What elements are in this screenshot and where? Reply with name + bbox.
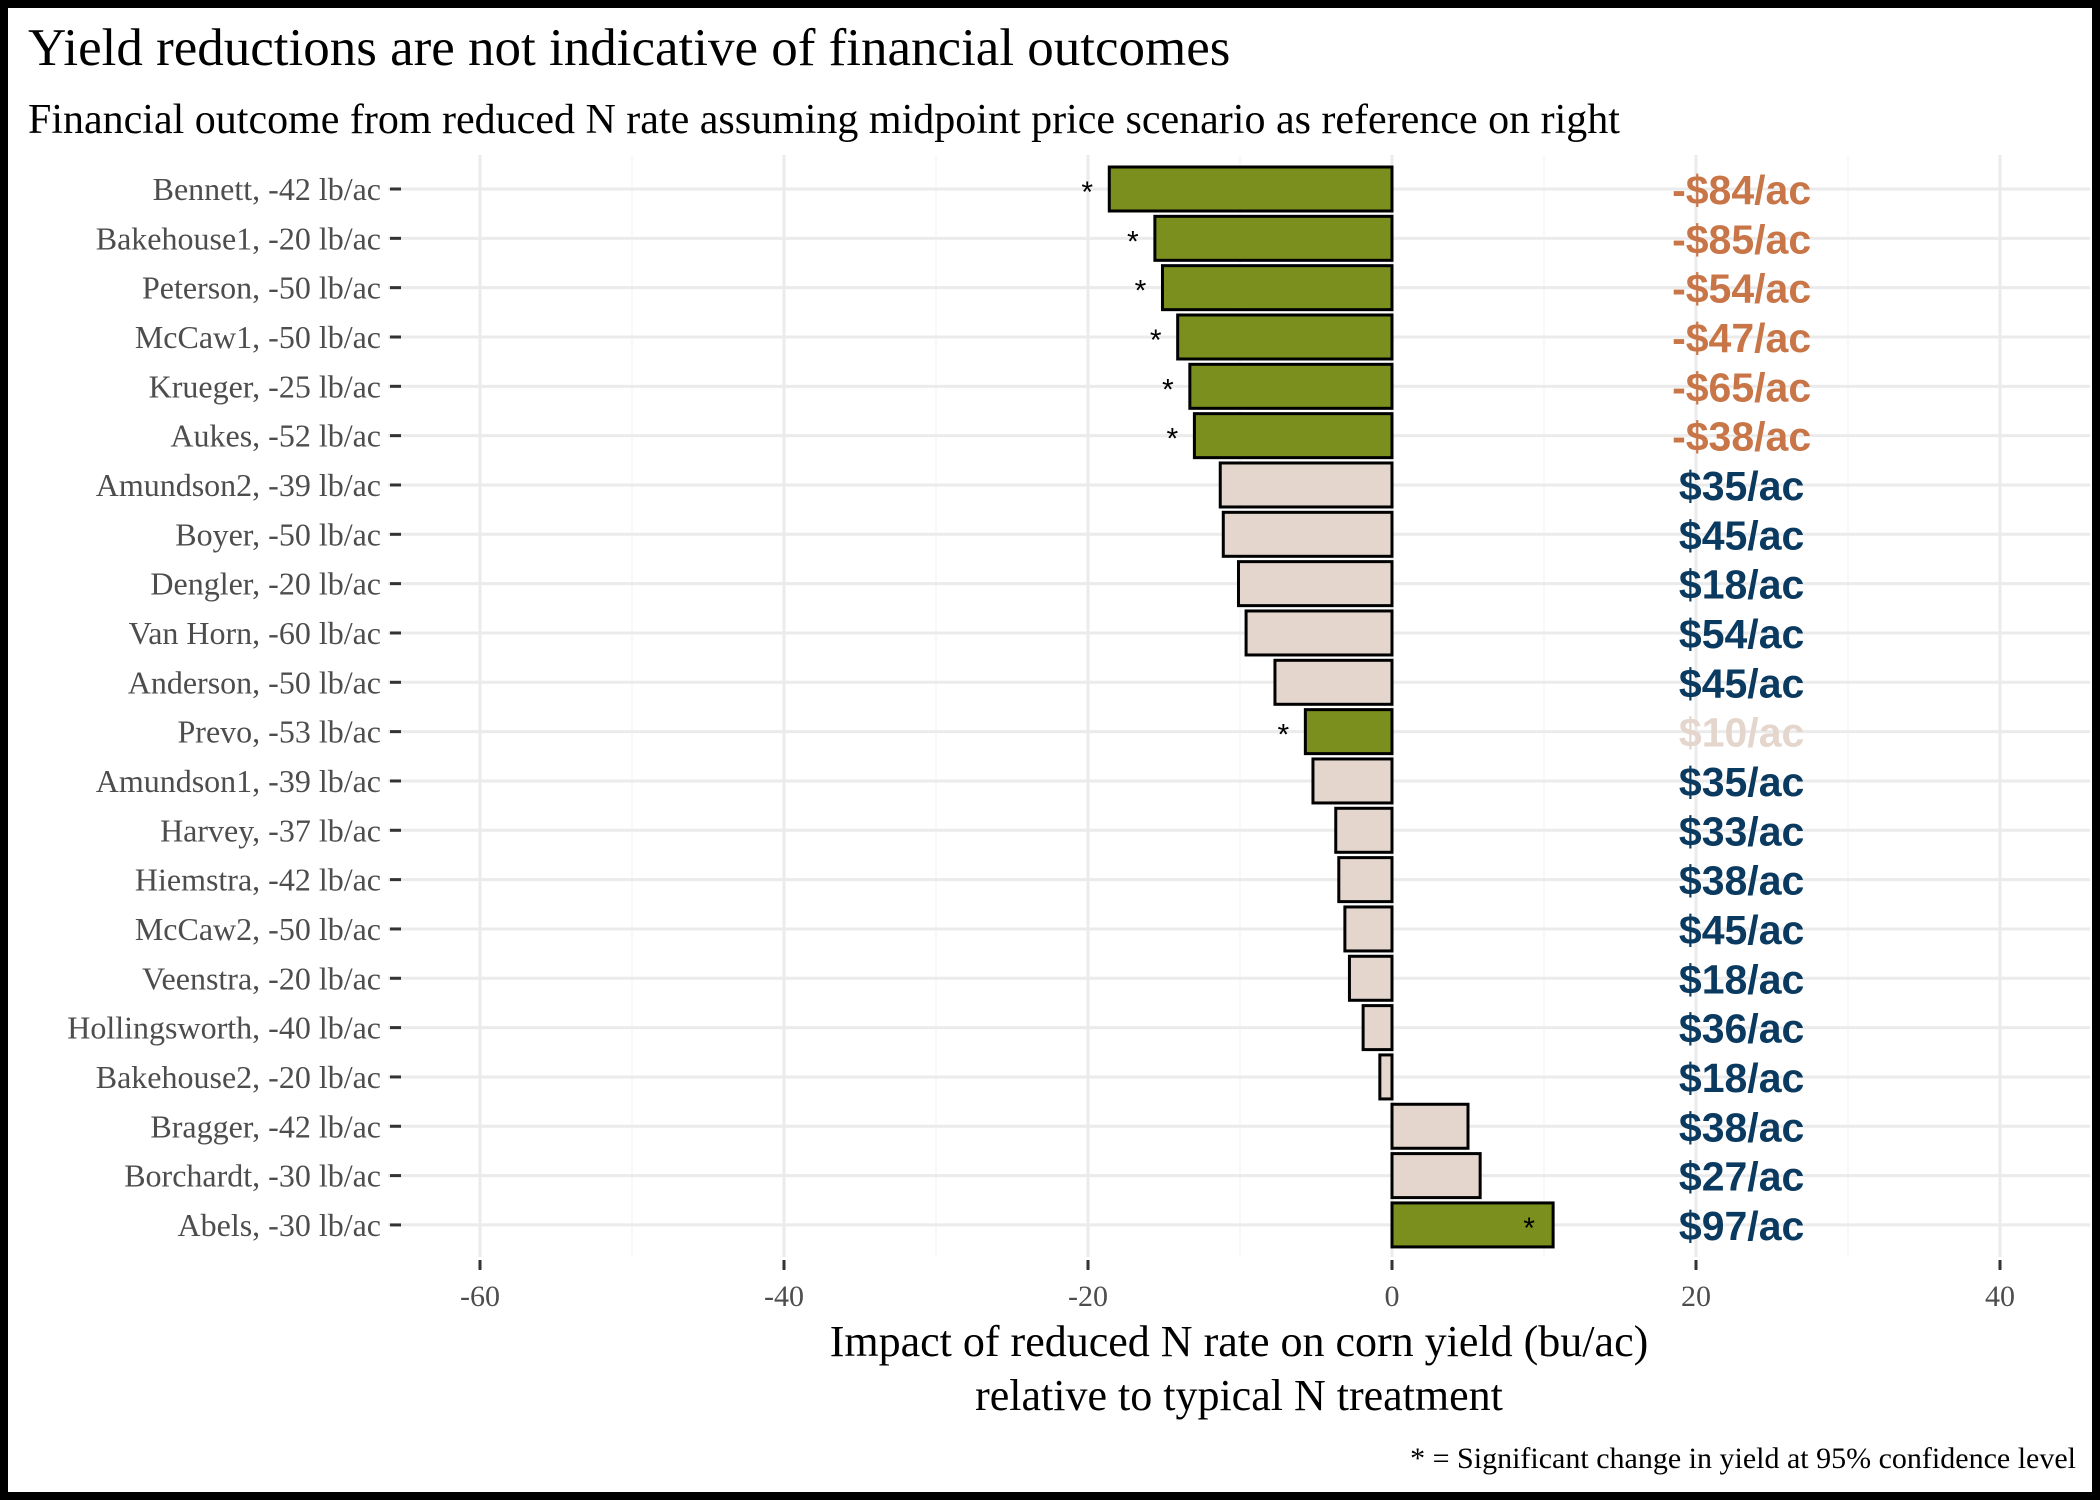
category-label: Amundson1, -39 lb/ac (96, 763, 381, 799)
financial-outcome-label: -$54/ac (1672, 266, 1811, 312)
chart-title: Yield reductions are not indicative of f… (28, 19, 1231, 77)
category-label: Boyer, -50 lb/ac (175, 516, 381, 552)
financial-outcome-label: -$38/ac (1672, 414, 1811, 460)
category-label: Bakehouse2, -20 lb/ac (96, 1059, 381, 1095)
bar (1236, 560, 1394, 608)
x-tick-label: -60 (460, 1280, 500, 1313)
category-label: Van Horn, -60 lb/ac (129, 615, 381, 651)
financial-outcome-label: $38/ac (1679, 858, 1804, 904)
bar (1221, 510, 1394, 558)
category-label: Abels, -30 lb/ac (178, 1207, 382, 1243)
financial-outcome-label: -$47/ac (1672, 315, 1811, 361)
financial-outcome-label: $35/ac (1679, 759, 1804, 805)
financial-outcome-label: $38/ac (1679, 1104, 1804, 1150)
financial-outcome-label: $54/ac (1679, 611, 1804, 657)
bar (1218, 461, 1394, 509)
financial-outcome-label: $45/ac (1679, 512, 1804, 558)
category-label: Bennett, -42 lb/ac (153, 171, 381, 207)
significance-marker: * (1278, 719, 1290, 752)
bar (1188, 362, 1394, 410)
financial-outcome-label: $10/ac (1679, 710, 1804, 756)
bar (1192, 412, 1394, 460)
category-label: Veenstra, -20 lb/ac (142, 960, 381, 996)
financial-outcome-label: -$65/ac (1672, 364, 1811, 410)
category-label: McCaw1, -50 lb/ac (135, 319, 381, 355)
financial-outcome-label: $97/ac (1679, 1203, 1804, 1249)
bar (1347, 954, 1394, 1002)
significance-marker: * (1150, 324, 1162, 357)
category-label: Borchardt, -30 lb/ac (124, 1158, 381, 1194)
financial-outcome-label: $45/ac (1679, 907, 1804, 953)
x-tick-label: 20 (1681, 1280, 1711, 1313)
x-axis-ticks: -60 -40 -20 0 20 40 (460, 1260, 2015, 1313)
bar (1273, 658, 1394, 706)
bar (1361, 1004, 1394, 1052)
category-label: Hollingsworth, -40 lb/ac (67, 1010, 381, 1046)
financial-outcome-label: -$84/ac (1672, 167, 1811, 213)
chart-subtitle: Financial outcome from reduced N rate as… (28, 97, 1620, 143)
category-label: Peterson, -50 lb/ac (142, 270, 381, 306)
significance-marker: * (1162, 373, 1174, 406)
bar (1160, 264, 1394, 312)
x-tick-label: 40 (1985, 1280, 2015, 1313)
bar (1311, 757, 1394, 805)
significance-marker: * (1167, 423, 1179, 456)
significance-marker: * (1523, 1212, 1535, 1245)
bar (1390, 1152, 1482, 1200)
significance-marker: * (1081, 176, 1093, 209)
financial-outcome-label: $18/ac (1679, 1055, 1804, 1101)
x-axis-title-line-2: relative to typical N treatment (975, 1371, 1503, 1420)
category-label: Krueger, -25 lb/ac (149, 368, 381, 404)
significance-marker: * (1127, 225, 1139, 258)
x-tick-label: 0 (1385, 1280, 1400, 1313)
financial-outcome-label: $27/ac (1679, 1154, 1804, 1200)
category-label: Amundson2, -39 lb/ac (96, 467, 381, 503)
x-axis-title-line-1: Impact of reduced N rate on corn yield (… (830, 1317, 1649, 1366)
financial-outcome-label: $35/ac (1679, 463, 1804, 509)
category-label: Anderson, -50 lb/ac (128, 664, 381, 700)
x-tick-label: -20 (1068, 1280, 1108, 1313)
financial-outcome-label: $33/ac (1679, 808, 1804, 854)
significance-marker: * (1135, 275, 1147, 308)
bar (1343, 905, 1394, 953)
significance-caption: * = Significant change in yield at 95% c… (1410, 1442, 2076, 1475)
x-tick-label: -40 (764, 1280, 804, 1313)
category-label: Bakehouse1, -20 lb/ac (96, 220, 381, 256)
bar (1153, 214, 1394, 262)
category-label: McCaw2, -50 lb/ac (135, 911, 381, 947)
category-labels: Bennett, -42 lb/ac Bakehouse1, -20 lb/ac P… (67, 171, 401, 1243)
category-label: Aukes, -52 lb/ac (170, 418, 381, 454)
category-label: Harvey, -37 lb/ac (160, 812, 381, 848)
category-label: Bragger, -42 lb/ac (150, 1108, 381, 1144)
bar (1107, 165, 1394, 213)
category-label: Dengler, -20 lb/ac (150, 566, 381, 602)
financial-outcome-label: -$85/ac (1672, 216, 1811, 262)
bar (1244, 609, 1394, 657)
financial-outcome-labels: -$84/ac-$85/ac-$54/ac-$47/ac-$65/ac-$38/… (1672, 167, 1811, 1249)
bars: ******** (1081, 165, 1555, 1249)
financial-outcome-label: $45/ac (1679, 660, 1804, 706)
bar (1390, 1102, 1470, 1150)
bar (1303, 708, 1394, 756)
bar (1334, 806, 1394, 854)
bar (1378, 1053, 1394, 1101)
financial-outcome-label: $36/ac (1679, 1006, 1804, 1052)
bar (1176, 313, 1394, 361)
bar (1390, 1201, 1555, 1249)
category-label: Prevo, -53 lb/ac (178, 714, 382, 750)
category-label: Hiemstra, -42 lb/ac (135, 862, 381, 898)
bar (1337, 856, 1394, 904)
financial-outcome-label: $18/ac (1679, 956, 1804, 1002)
financial-outcome-label: $18/ac (1679, 562, 1804, 608)
